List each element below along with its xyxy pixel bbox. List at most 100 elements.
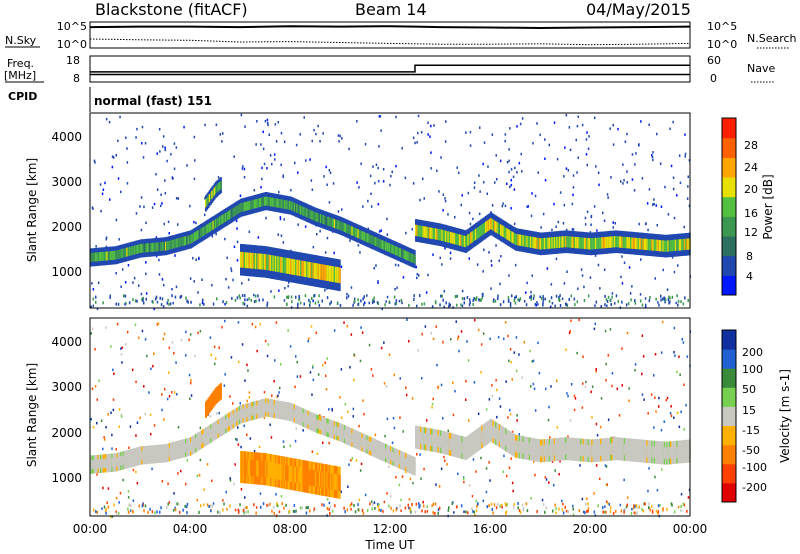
scatter-point [386,417,389,421]
scatter-point [572,174,575,177]
scatter-point [534,473,536,477]
echo-band-core [110,458,112,468]
echo-band-core [366,233,369,243]
echo-band-core [127,454,130,464]
power-panel: Slant Range [km] 1000 2000 3000 4000 [25,112,692,311]
scatter-point [633,511,636,515]
scatter-point [426,510,429,513]
scatter-point [94,348,96,351]
echo-band-core [266,461,269,478]
echo-band-core [645,238,647,250]
scatter-point [263,390,266,394]
scatter-point [679,373,681,376]
scatter-point [444,199,447,203]
power-cbar-segment [722,255,736,276]
scatter-point [439,256,441,260]
echo-band-core [305,261,307,278]
echo-band-core [633,444,636,457]
echo-band-core [496,428,499,441]
scatter-point [385,300,387,303]
echo-band-core [111,458,114,468]
xtick-2000: 20:00 [573,522,608,536]
echo-band-core [287,406,290,417]
scatter-point [118,501,120,504]
echo-band-core [648,446,651,458]
echo-band-core [598,444,601,456]
echo-band-core [298,260,301,276]
echo-band-core [427,227,430,239]
scatter-point [496,388,498,392]
scatter-point [416,276,418,280]
echo-band-core [636,237,639,250]
echo-band-core [302,260,305,277]
echo-band-core [313,418,316,428]
scatter-point [435,325,437,328]
scatter-point [443,305,445,309]
scatter-point [653,426,655,429]
echo-band-core [307,469,310,485]
echo-band-core [115,250,117,260]
ground-point [329,505,331,509]
scatter-point [328,169,331,172]
ground-point [482,294,484,297]
ground-point [223,502,225,506]
echo-band-core [228,210,231,220]
scatter-point [597,263,600,267]
echo-band-core [95,252,97,262]
echo-band-core [641,445,644,457]
scatter-point [582,355,584,358]
echo-band-core [291,466,294,482]
echo-band-core [191,440,194,451]
scatter-point [382,168,385,171]
echo-band-core [290,407,292,417]
echo-band-core [315,212,317,222]
scatter-point [479,190,481,193]
scatter-point [103,436,105,439]
echo-band-core [233,413,236,423]
scatter-point [258,445,261,449]
echo-band-core [320,264,322,280]
echo-band-core [117,250,120,259]
scatter-point [516,414,518,417]
echo-band-core [367,233,370,243]
echo-band-core [555,443,557,456]
echo-band-core [247,252,250,269]
scatter-point [305,159,307,162]
scatter-point [640,258,642,261]
echo-band-core [461,441,464,454]
scatter-point [535,304,537,307]
echo-band-core [413,254,416,264]
echo-band-core [361,437,364,447]
echo-band-core [308,209,311,219]
scatter-point [339,134,341,138]
echo-band-core [307,261,310,278]
scatter-point [372,374,374,377]
scatter-point [125,343,127,346]
noise-tick-high-left: 10^5 [57,20,87,33]
ground-point [176,502,178,506]
echo-band-core [485,221,487,233]
echo-band-core [243,408,246,418]
echo-band-core [327,216,330,226]
echo-band-core [565,442,567,455]
ground-point [641,303,644,307]
scatter-point [577,156,579,159]
scatter-point [374,433,377,437]
scatter-point [677,264,679,267]
echo-band-core [366,440,369,450]
echo-band-core [297,259,300,276]
scatter-point [610,176,612,179]
scatter-point [294,439,297,443]
scatter-point [197,291,199,294]
echo-band-core [596,237,599,249]
echo-band-core [290,258,292,275]
scatter-point [312,364,314,368]
scatter-point [460,330,463,333]
scatter-point [267,123,269,127]
scatter-point [594,322,596,326]
scatter-point [628,399,630,402]
echo-band-core [295,466,297,483]
echo-band-core [206,224,209,234]
scatter-point [161,278,164,281]
